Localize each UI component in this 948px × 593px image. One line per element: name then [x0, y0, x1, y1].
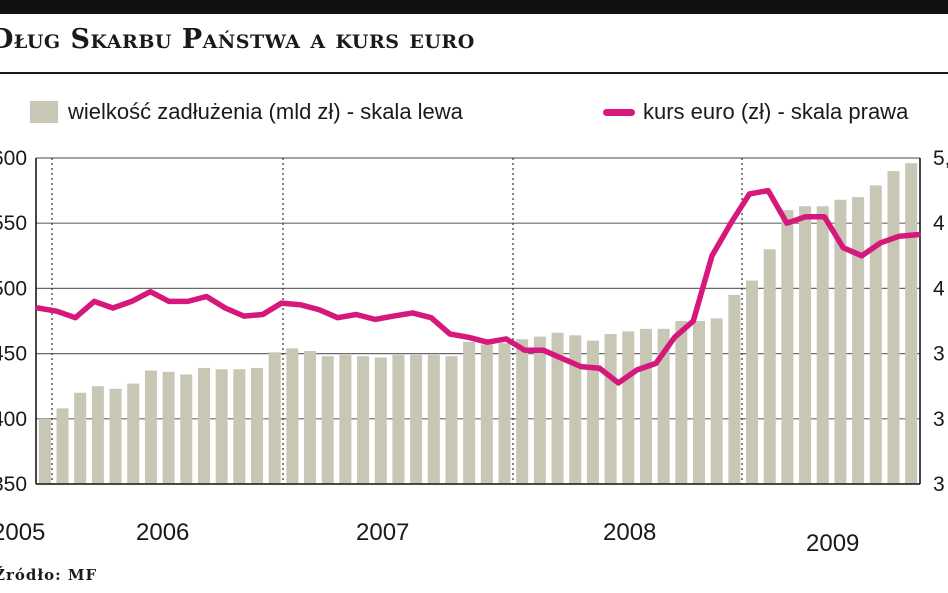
bar	[516, 339, 529, 484]
bar	[463, 341, 476, 484]
bar	[869, 185, 882, 484]
y-right-tick-label: 3	[933, 343, 945, 366]
bar	[445, 356, 458, 484]
bar	[357, 356, 370, 484]
top-bar	[0, 0, 948, 14]
y-right-tick-label: 4	[933, 277, 945, 300]
bar	[410, 354, 423, 484]
y-right-tick-label: 4	[933, 212, 945, 235]
bar	[533, 336, 546, 484]
bar	[215, 369, 228, 484]
x-year-label: 2008	[603, 519, 656, 546]
bar	[56, 408, 69, 484]
bar	[162, 371, 175, 484]
legend-swatch-line	[603, 108, 635, 116]
bar	[639, 328, 652, 484]
bar	[74, 392, 87, 484]
bar	[604, 334, 617, 484]
bar	[180, 374, 193, 484]
bar	[392, 354, 405, 484]
y-left-tick-label: 600	[0, 147, 27, 170]
bar	[109, 388, 122, 484]
bar	[816, 206, 829, 485]
x-year-label: 2009	[806, 530, 859, 557]
bar	[905, 163, 918, 484]
y-right-tick-label: 3	[933, 473, 945, 496]
legend-label-euro: kurs euro (zł) - skala prawa	[643, 99, 909, 124]
legend-item-debt: wielkość zadłużenia (mld zł) - skala lew…	[30, 97, 463, 127]
x-year-label: 2007	[356, 519, 409, 546]
bar	[852, 197, 865, 484]
series-line-euro	[35, 187, 921, 386]
bar	[144, 370, 157, 484]
bar	[498, 343, 511, 484]
y-left-tick-label: 400	[0, 408, 27, 431]
bar	[250, 367, 264, 484]
bar	[692, 321, 706, 484]
y-right-tick-label: 5,	[933, 147, 948, 170]
bar	[657, 328, 670, 484]
x-year-label: 2005	[0, 519, 45, 546]
legend-label-debt: wielkość zadłużenia (mld zł) - skala lew…	[68, 99, 463, 124]
bar	[427, 354, 440, 484]
bar	[746, 280, 759, 484]
y-left-tick-label: 500	[0, 277, 27, 300]
bar	[551, 332, 564, 484]
bar	[233, 369, 246, 484]
bar	[622, 331, 635, 484]
bar	[374, 357, 387, 484]
source-note: Źródło: MF	[0, 566, 98, 584]
bar	[286, 348, 299, 484]
bar	[799, 206, 812, 485]
bar	[268, 352, 281, 484]
legend-item-euro: kurs euro (zł) - skala prawa	[603, 97, 908, 127]
bar	[887, 171, 900, 485]
bar	[763, 249, 776, 484]
bar	[728, 294, 741, 484]
legend-swatch-bars	[30, 101, 58, 123]
bar	[91, 386, 104, 484]
y-left-tick-label: 550	[0, 212, 27, 235]
bar	[480, 344, 493, 484]
bar	[127, 383, 140, 484]
bar	[675, 321, 688, 484]
bar	[781, 210, 794, 484]
bar	[586, 340, 599, 484]
title-rule	[0, 72, 948, 74]
bar	[834, 199, 847, 484]
bar	[197, 367, 210, 484]
y-left-tick-label: 450	[0, 343, 27, 366]
bar	[38, 418, 51, 484]
bar	[321, 356, 334, 484]
bar	[339, 354, 352, 484]
y-left-tick-label: 350	[0, 473, 27, 496]
y-right-tick-label: 3	[933, 408, 945, 431]
x-year-label: 2006	[136, 519, 189, 546]
bar	[710, 318, 723, 484]
bar	[569, 335, 582, 484]
bar	[304, 350, 317, 484]
chart-title: Dług Skarbu Państwa a kurs euro	[0, 24, 475, 55]
